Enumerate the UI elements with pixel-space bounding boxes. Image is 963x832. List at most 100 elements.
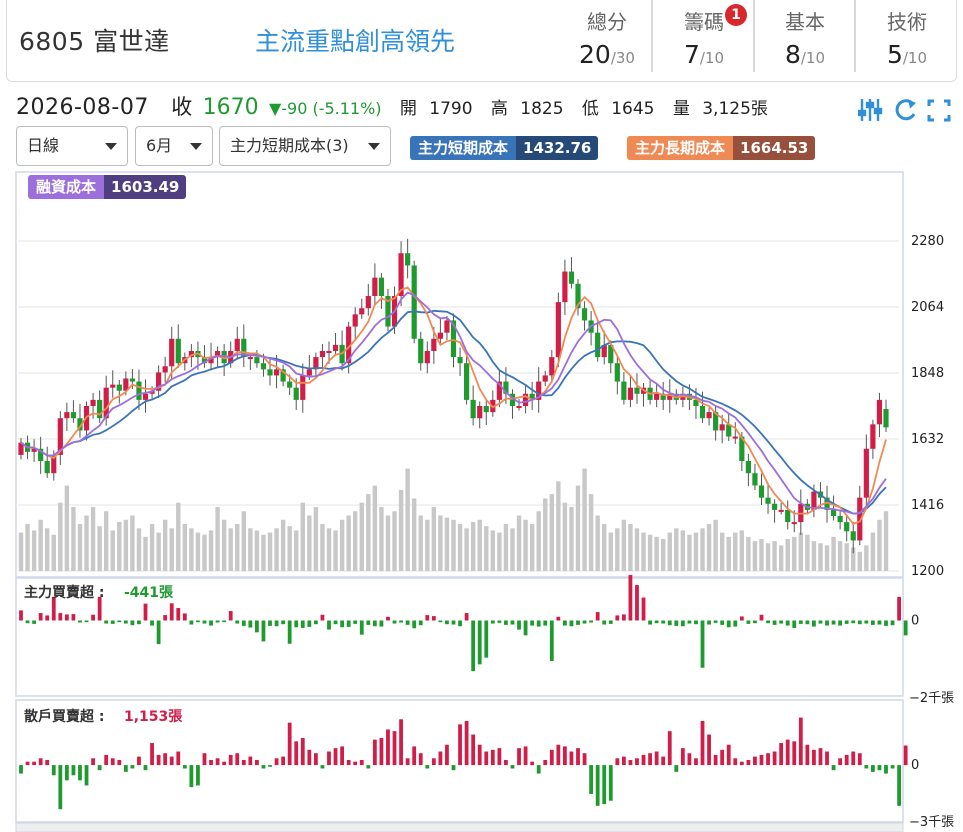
main-force-sell-bar	[274, 620, 279, 627]
fullscreen-icon[interactable]	[927, 99, 951, 122]
volume-bar	[490, 530, 496, 571]
retail-buy-bar	[726, 744, 731, 766]
main-force-tick-label: 0	[911, 614, 919, 629]
volume-bar	[353, 511, 358, 571]
down-candle	[293, 387, 299, 400]
retail-sell-bar	[123, 765, 128, 772]
down-candle	[726, 424, 732, 437]
score-technical-label: 技術	[887, 10, 927, 34]
stock-slogan[interactable]: 主流重點創高領先	[255, 27, 456, 56]
main-force-sell-bar	[104, 620, 109, 624]
retail-sell-bar	[97, 765, 102, 771]
retail-sell-bar	[864, 765, 869, 769]
cost-lines	[20, 286, 887, 525]
volume-bar	[824, 545, 830, 571]
high-price: 1825	[520, 99, 564, 119]
up-candle	[214, 351, 221, 358]
main-force-sell-bar	[117, 620, 122, 623]
retail-buy-bar	[150, 743, 154, 766]
volume-bar	[123, 519, 129, 571]
retail-bars	[19, 717, 908, 810]
close-label: 收	[171, 95, 193, 119]
main-force-sell-bar	[549, 620, 554, 661]
main-force-sell-bar	[654, 620, 659, 624]
volume-bar	[320, 524, 325, 571]
volume-bar	[64, 485, 70, 571]
retail-buy-bar	[458, 724, 462, 766]
volume-bar	[798, 532, 804, 571]
down-candle	[771, 503, 778, 510]
down-candle	[464, 363, 470, 400]
retail-sell-bar	[425, 765, 430, 769]
refresh-icon[interactable]	[895, 99, 916, 121]
volume-bar	[162, 519, 168, 571]
down-candle	[614, 363, 620, 382]
main-force-sell-bar	[366, 620, 371, 625]
sliders-icon[interactable]	[857, 99, 883, 121]
up-candle	[398, 253, 404, 296]
price-panel-frame	[15, 171, 904, 578]
score-fundamental[interactable]: 基本 8/10	[754, 0, 856, 82]
down-candle	[595, 332, 601, 358]
retail-buy-bar	[504, 760, 508, 766]
volume-bar	[18, 532, 24, 571]
down-candle	[44, 461, 50, 474]
volume-bar	[582, 468, 587, 571]
up-candle	[555, 302, 561, 358]
down-candle	[745, 461, 751, 474]
main-force-buy-bar	[641, 597, 646, 621]
retail-buy-bar	[32, 761, 37, 766]
down-candle	[136, 381, 142, 400]
score-separator	[651, 0, 653, 72]
volume-bar	[556, 481, 561, 571]
retail-buy-bar	[274, 758, 279, 766]
retail-buy-bar	[812, 749, 816, 766]
down-candle	[385, 296, 391, 327]
volume-bars	[18, 468, 889, 571]
main-force-sell-bar	[405, 620, 410, 625]
range-select[interactable]: 6月	[135, 126, 213, 166]
notification-badge: 1	[725, 4, 747, 26]
main-force-sell-bar	[667, 620, 672, 626]
main-force-sell-bar	[870, 620, 875, 625]
retail-buy-bar	[333, 748, 338, 766]
main-force-sell-bar	[438, 620, 443, 623]
main-force-buy-bar	[182, 613, 187, 621]
retail-buy-bar	[549, 749, 554, 766]
main-force-sell-bar	[831, 620, 836, 625]
main-force-sell-bar	[359, 620, 364, 635]
retail-buy-bar	[235, 753, 240, 766]
score-chips[interactable]: 籌碼 7/10	[653, 0, 755, 82]
main-force-sell-bar	[281, 620, 286, 625]
volume-bar	[261, 534, 266, 571]
volume-bar	[647, 534, 653, 571]
indicator-select[interactable]: 主力短期成本(3)	[219, 126, 391, 166]
volume-bar	[864, 545, 869, 571]
high-label: 高	[490, 99, 508, 119]
retail-buy-bar	[156, 754, 161, 766]
retail-buy-bar	[346, 760, 351, 766]
main-force-buy-bar	[628, 574, 633, 621]
retail-buy-bar	[215, 758, 220, 766]
main-force-sell-bar	[333, 620, 338, 625]
score-technical[interactable]: 技術 5/10	[856, 0, 958, 82]
main-force-sell-bar	[235, 620, 240, 624]
main-force-sell-bar	[582, 620, 587, 624]
up-candle	[876, 399, 883, 425]
main-force-sell-bar	[202, 620, 207, 624]
up-candle	[444, 320, 450, 333]
retail-buy-bar	[137, 756, 141, 766]
volume-bar	[346, 515, 351, 571]
retail-buy-bar	[792, 741, 797, 766]
up-candle	[313, 357, 319, 370]
retail-sell-bar	[890, 765, 895, 769]
period-select[interactable]: 日線	[16, 126, 128, 166]
retail-buy-bar	[700, 720, 705, 766]
down-candle	[608, 344, 614, 364]
volume-bar	[84, 515, 89, 571]
down-candle	[97, 399, 103, 419]
score-total[interactable]: 總分 20/30	[556, 0, 658, 82]
main-force-sell-bar	[490, 620, 495, 624]
retail-buy-bar	[255, 760, 259, 766]
